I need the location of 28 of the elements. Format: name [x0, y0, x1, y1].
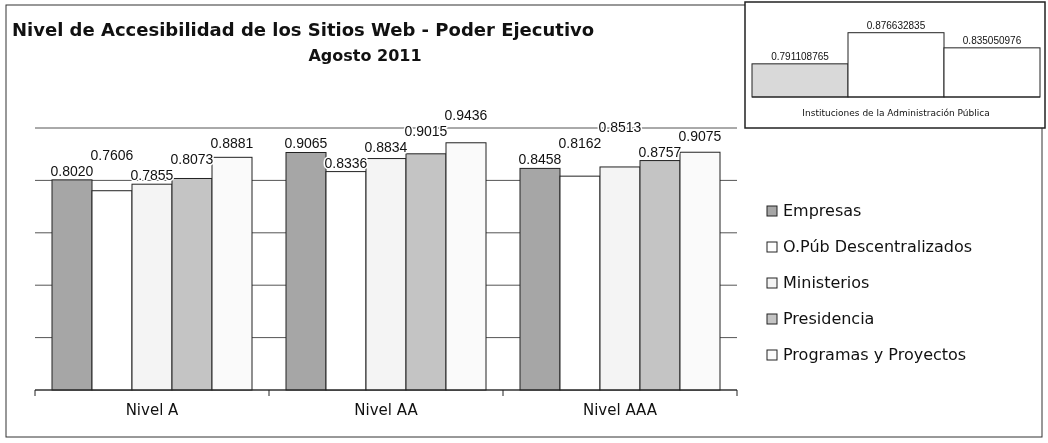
data-label: 0.8834	[364, 138, 408, 155]
data-label: 0.7855	[130, 167, 174, 184]
data-label: 0.7606	[90, 146, 134, 163]
data-label: 0.8513	[598, 119, 642, 136]
legend-label: O.Púb Descentralizados	[783, 237, 973, 256]
data-label: 0.8162	[558, 135, 602, 152]
data-label: 0.8073	[170, 151, 214, 168]
data-label: 0.9065	[284, 135, 328, 152]
data-label: 0.9436	[444, 106, 488, 123]
data-label: 0.9075	[678, 127, 722, 144]
legend-label: Ministerios	[783, 273, 870, 292]
data-label: 0.791108765	[771, 50, 830, 62]
data-label: 0.8458	[518, 151, 562, 168]
legend-label: Empresas	[783, 201, 862, 220]
chart-title: Nivel de Accesibilidad de los Sitios Web - Poder Ejecutivo	[12, 19, 595, 40]
x-tick-label: Nivel AA	[354, 401, 419, 419]
data-label: 0.8757	[638, 143, 682, 160]
x-tick-label: Nivel A	[125, 401, 180, 419]
data-label: 0.835050976	[962, 34, 1022, 46]
legend-label: Programas y Proyectos	[783, 345, 967, 364]
data-label: 0.8881	[210, 135, 254, 152]
x-tick-label: Nivel AAA	[582, 401, 658, 419]
data-label: 0.9015	[404, 122, 448, 139]
data-label: 0.876632835	[866, 19, 926, 31]
x-axis-title: Instituciones de la Administración Pública	[802, 108, 990, 118]
legend-label: Presidencia	[783, 309, 875, 328]
chart-subtitle: Agosto 2011	[308, 46, 422, 65]
data-label: 0.8020	[50, 162, 94, 179]
